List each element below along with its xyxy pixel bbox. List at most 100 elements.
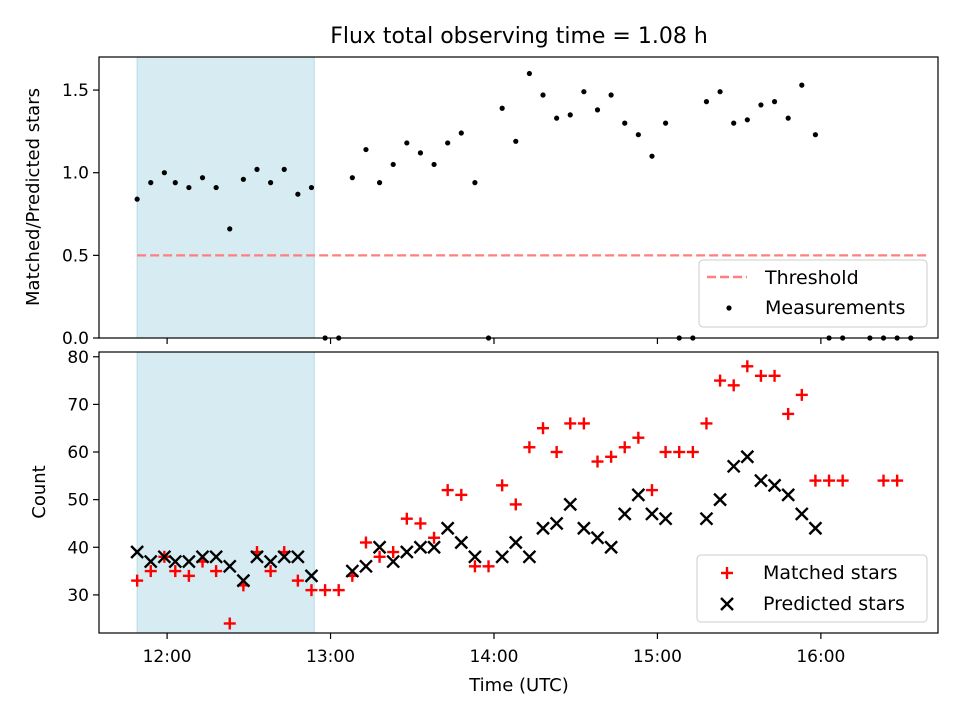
matched-stars-point — [836, 474, 849, 487]
panel-bottom-frame — [98, 351, 939, 634]
measurements-point — [771, 99, 778, 105]
measurements-point — [161, 170, 167, 176]
measurements-point — [635, 132, 641, 138]
predicted-stars-point — [794, 507, 809, 521]
measurements-point — [404, 140, 410, 146]
y-tick-label: 50 — [67, 491, 89, 511]
measurements-point — [458, 130, 464, 136]
matched-stars-point — [564, 417, 577, 430]
panel-top-legend: Threshold Measurements — [698, 259, 928, 328]
predicted-stars-point — [182, 554, 196, 569]
matched-stars-point — [373, 550, 386, 563]
predicted-stars-point — [645, 507, 659, 521]
predicted-stars-point — [713, 492, 727, 507]
matched-stars-point — [223, 617, 236, 630]
predicted-stars-point — [740, 449, 755, 464]
matched-stars-point — [645, 484, 658, 497]
panel-top-shaded-span — [136, 56, 315, 339]
measurements-point — [472, 180, 478, 186]
predicted-stars-point — [157, 549, 172, 564]
measurements-point — [349, 175, 355, 181]
measurements-point — [567, 112, 573, 118]
legend-predicted-swatch — [720, 597, 734, 611]
measurements-point — [703, 99, 710, 105]
predicted-stars-point — [617, 507, 632, 521]
matched-stars-point — [795, 388, 808, 401]
matched-stars-point — [332, 584, 345, 597]
predicted-stars-point — [372, 540, 387, 555]
measurements-point — [513, 138, 519, 144]
matched-stars-point — [809, 474, 822, 487]
panel-bottom-shaded-span — [136, 351, 315, 634]
measurements-point — [376, 180, 383, 186]
matched-stars-point — [714, 374, 727, 387]
legend-measurements-swatch — [726, 305, 732, 311]
matched-stars-point — [673, 446, 686, 459]
matched-stars-point — [359, 536, 372, 549]
predicted-stars-point — [143, 554, 158, 569]
predicted-stars-point — [291, 549, 305, 564]
matched-stars-point — [210, 565, 223, 578]
measurements-point — [785, 115, 791, 121]
legend-matched-swatch — [721, 567, 733, 579]
measurements-point — [268, 180, 274, 186]
matched-stars-point — [169, 565, 182, 578]
panel-top-x-ticks — [166, 338, 822, 344]
matched-stars-point — [509, 498, 522, 511]
measurements-point — [240, 176, 246, 182]
panel-bottom-legend: Matched stars Predicted stars — [696, 554, 928, 623]
predicted-stars-point — [590, 530, 605, 545]
y-tick-label: 0.0 — [62, 329, 89, 349]
x-tick-label: 13:00 — [306, 647, 355, 667]
panel-bottom-marks — [130, 360, 904, 630]
matched-stars-point — [131, 574, 144, 587]
matched-stars-point — [523, 441, 536, 454]
predicted-stars-point — [399, 545, 414, 559]
y-tick-label: 40 — [67, 538, 89, 558]
y-tick-label: 1.5 — [62, 81, 89, 101]
predicted-stars-point — [386, 554, 401, 569]
measurements-point — [649, 153, 655, 159]
predicted-stars-point — [577, 521, 591, 536]
predicted-stars-point — [209, 549, 223, 564]
y-tick-label: 60 — [67, 443, 89, 463]
predicted-stars-point — [658, 511, 673, 526]
predicted-stars-point — [304, 568, 319, 583]
matched-stars-point — [537, 422, 550, 435]
legend-threshold-label: Threshold — [764, 267, 859, 289]
matched-stars-point — [577, 417, 590, 430]
legend-predicted-label: Predicted stars — [763, 593, 905, 615]
x-tick-label: 16:00 — [796, 647, 845, 667]
measurements-point — [254, 166, 260, 172]
legend-measurements-label: Measurements — [765, 297, 905, 319]
matched-stars-point — [291, 574, 304, 587]
matched-stars-point — [659, 446, 672, 459]
measurements-point — [608, 92, 614, 98]
measurements-point — [213, 184, 219, 191]
measurements-point — [199, 175, 206, 181]
measurements-point — [148, 180, 154, 186]
legend-matched-label: Matched stars — [763, 562, 897, 584]
matched-stars-point — [428, 531, 441, 544]
predicted-stars-point — [454, 535, 469, 550]
measurements-point — [622, 120, 628, 126]
matched-stars-point — [441, 484, 454, 497]
matched-stars-point — [496, 479, 509, 492]
y-tick-label: 1.0 — [62, 164, 89, 184]
predicted-stars-point — [726, 459, 741, 474]
panel-top-marks — [134, 70, 928, 341]
measurements-point — [799, 82, 805, 88]
measurements-point — [554, 115, 560, 121]
measurements-point — [431, 161, 437, 168]
measurements-point — [731, 120, 737, 126]
matched-stars-point — [741, 360, 754, 373]
panel-top-y-ticks: 0.0 0.5 1.0 1.5 — [62, 81, 99, 349]
matched-stars-point — [468, 560, 481, 573]
panel-bottom: 30 40 50 60 70 80 12:00 13:00 14:00 15:00 16:00 C… — [29, 348, 939, 667]
measurements-point — [526, 70, 532, 77]
measurements-point — [281, 166, 287, 172]
panel-top: 0.0 0.5 1.0 1.5 Matched/Predicted stars Thr… — [23, 56, 939, 349]
y-tick-label: 80 — [67, 348, 89, 368]
panel-bottom-legend-box — [696, 554, 928, 623]
